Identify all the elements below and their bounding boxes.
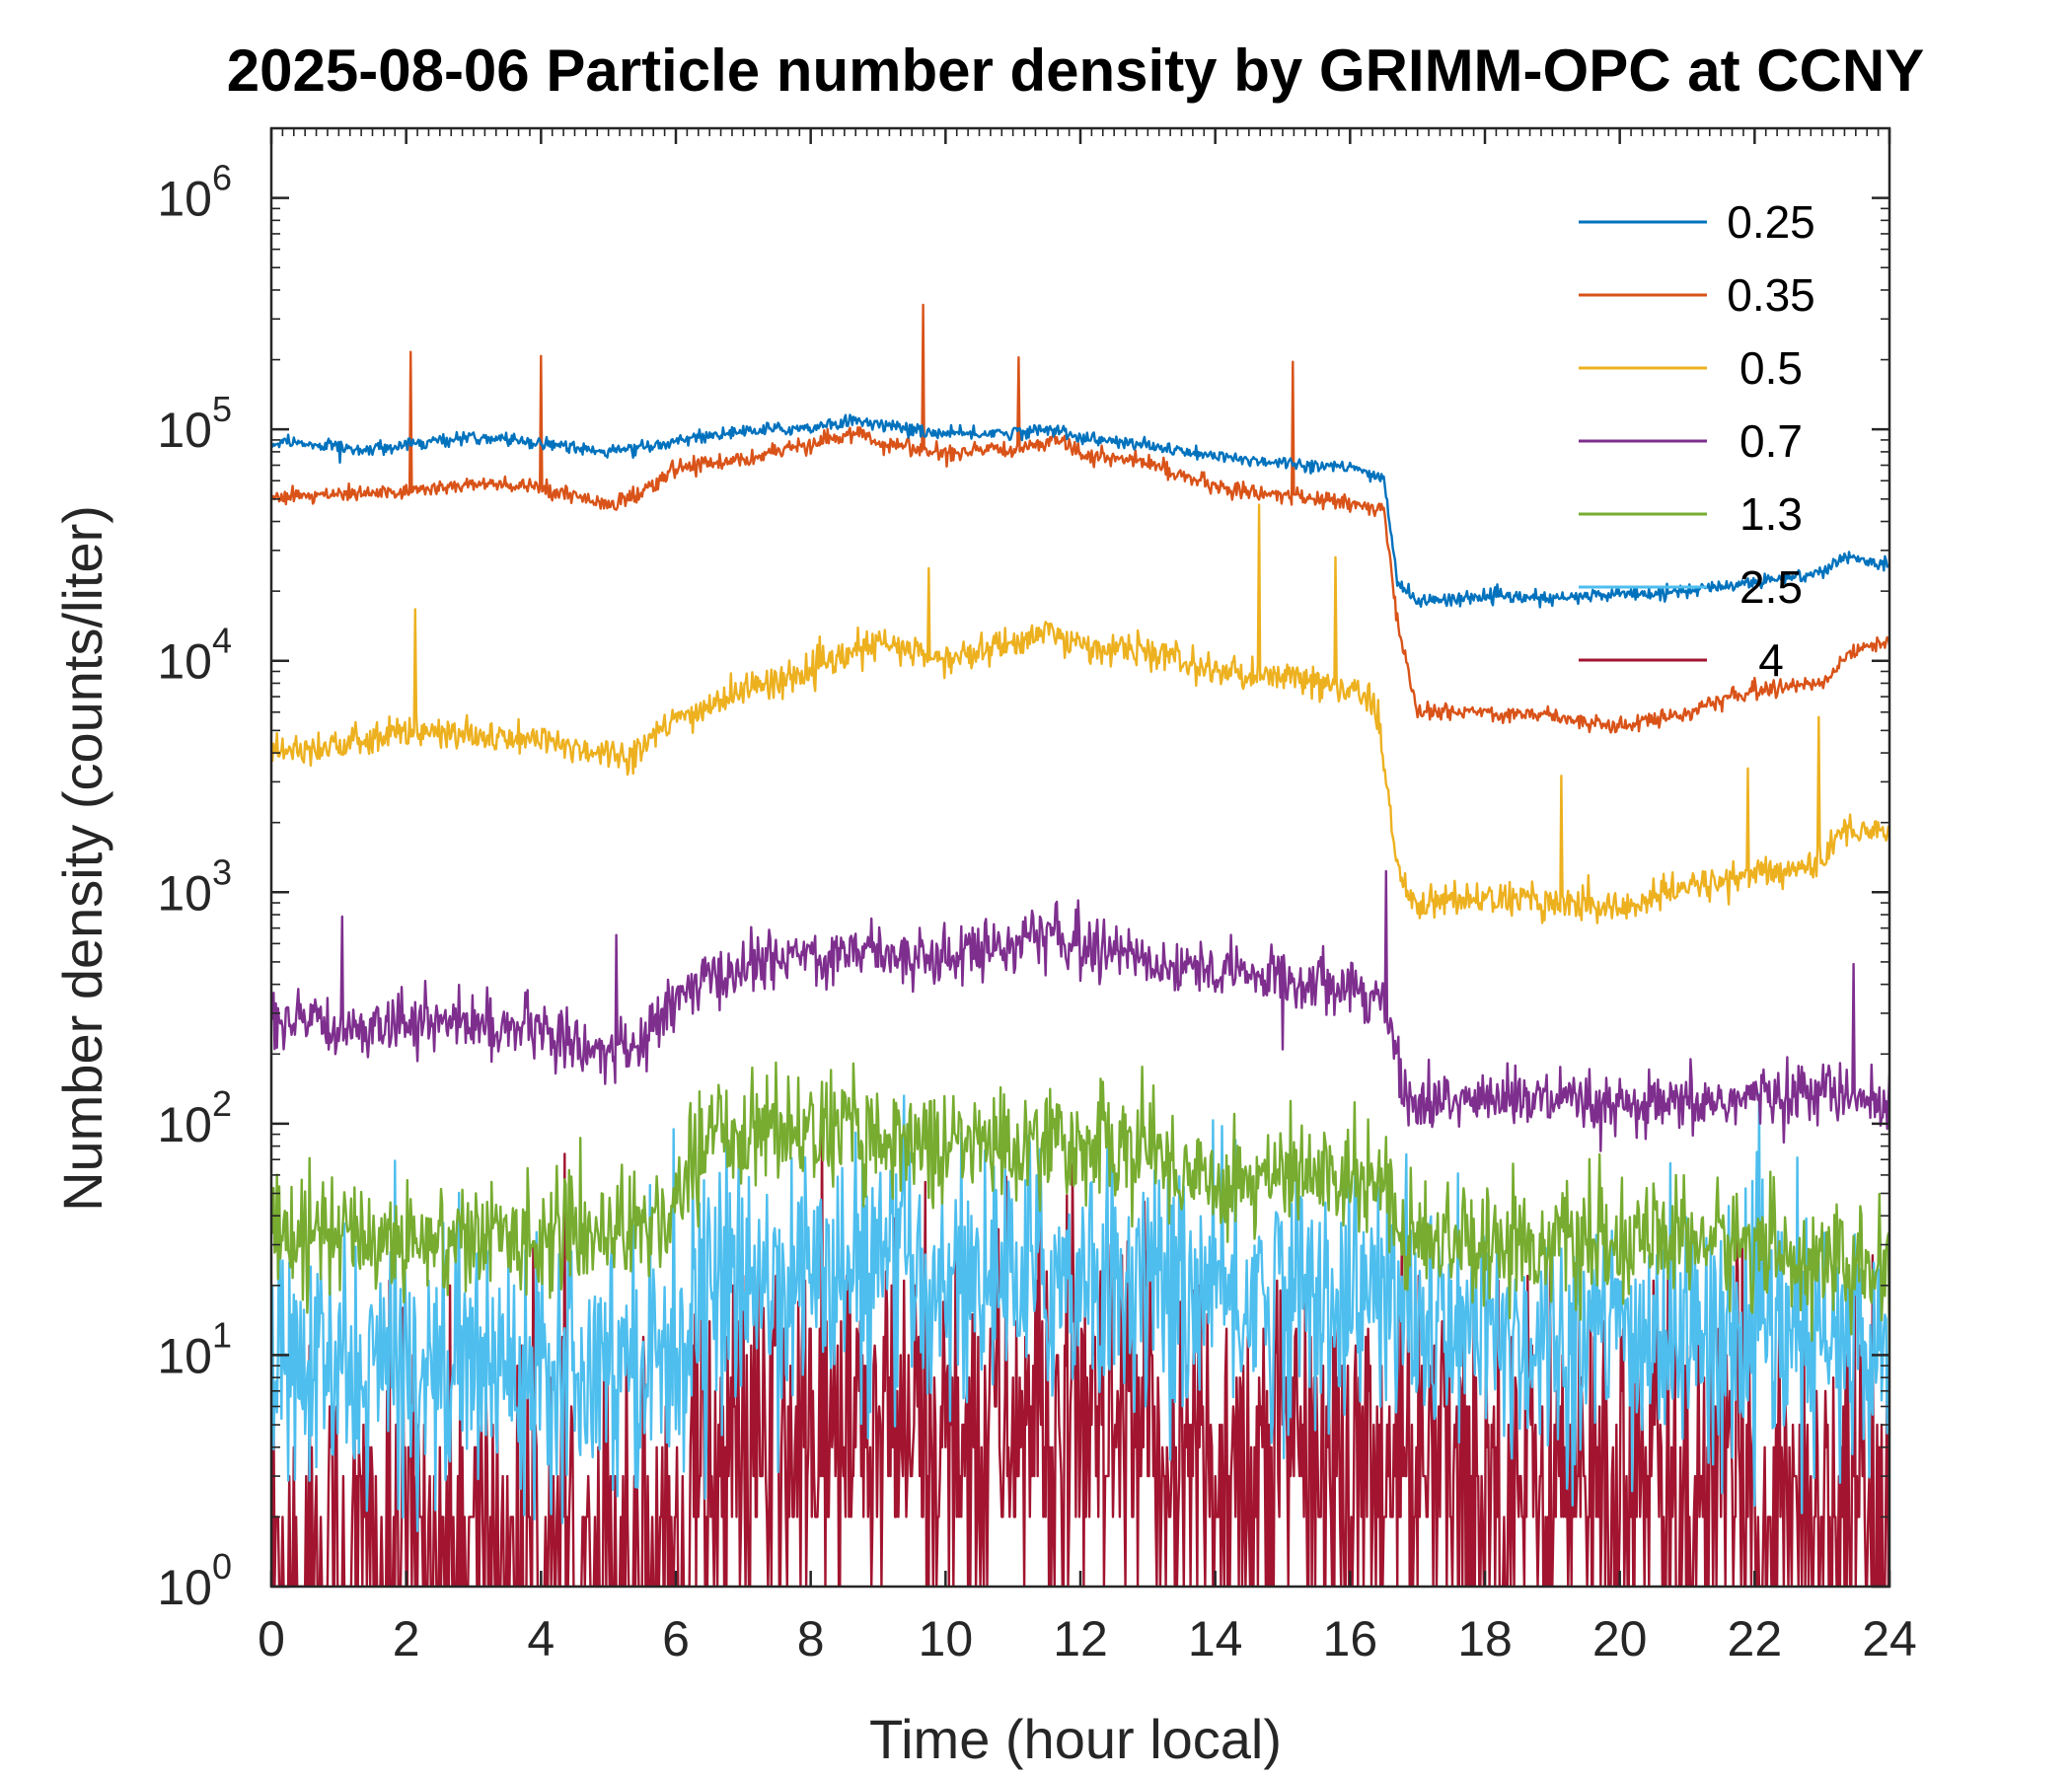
x-tick-label: 2: [393, 1611, 420, 1666]
x-tick-label: 8: [797, 1611, 825, 1666]
y-tick-label: 100: [157, 1546, 232, 1615]
legend-label: 2.5: [1739, 561, 1803, 613]
y-axis-label: Number density (counts/liter): [51, 505, 113, 1212]
series-line-0-35: [271, 303, 1889, 734]
x-tick-label: 16: [1323, 1611, 1378, 1666]
x-tick-label: 10: [919, 1611, 974, 1666]
x-tick-label: 20: [1592, 1611, 1648, 1666]
legend-label: 0.35: [1727, 269, 1815, 321]
series-line-0-25: [271, 413, 1889, 609]
x-tick-label: 4: [527, 1611, 555, 1666]
legend-label: 4: [1758, 634, 1784, 686]
series-line-4: [271, 1104, 1889, 1587]
x-tick-label: 14: [1188, 1611, 1243, 1666]
x-tick-label: 24: [1862, 1611, 1917, 1666]
legend-label: 1.3: [1739, 488, 1803, 540]
y-tick-label: 106: [157, 158, 232, 227]
chart-title: 2025-08-06 Particle number density by GR…: [227, 37, 1925, 104]
y-tick-label: 102: [157, 1083, 232, 1152]
y-tick-label: 103: [157, 851, 232, 921]
legend-label: 0.25: [1727, 196, 1815, 248]
y-tick-label: 105: [157, 389, 232, 458]
x-tick-label: 22: [1728, 1611, 1783, 1666]
x-tick-label: 0: [258, 1611, 285, 1666]
x-tick-labels: 0 2 4 6 8 10 12 14 16 18 20 22 24: [258, 1611, 1917, 1666]
x-tick-label: 18: [1457, 1611, 1513, 1666]
series-line-0-5: [271, 503, 1889, 925]
y-tick-label: 104: [157, 621, 232, 690]
series-line-0-7: [271, 869, 1889, 1152]
series-line-1-3: [271, 1061, 1889, 1363]
axes: [269, 126, 1891, 1589]
x-tick-label: 12: [1053, 1611, 1108, 1666]
x-tick-label: 6: [662, 1611, 690, 1666]
legend-label: 0.5: [1739, 342, 1803, 394]
y-tick-label: 101: [157, 1314, 232, 1383]
series-line-2-5: [271, 1092, 1889, 1533]
legend-label: 0.7: [1739, 415, 1803, 467]
y-tick-labels: 100 101 102 103 104 105 106: [157, 158, 232, 1615]
plot-area: [271, 303, 1889, 1587]
x-axis-label: Time (hour local): [869, 1708, 1282, 1770]
legend: 0.25 0.35 0.5 0.7 1.3 2.5 4: [1579, 196, 1815, 686]
